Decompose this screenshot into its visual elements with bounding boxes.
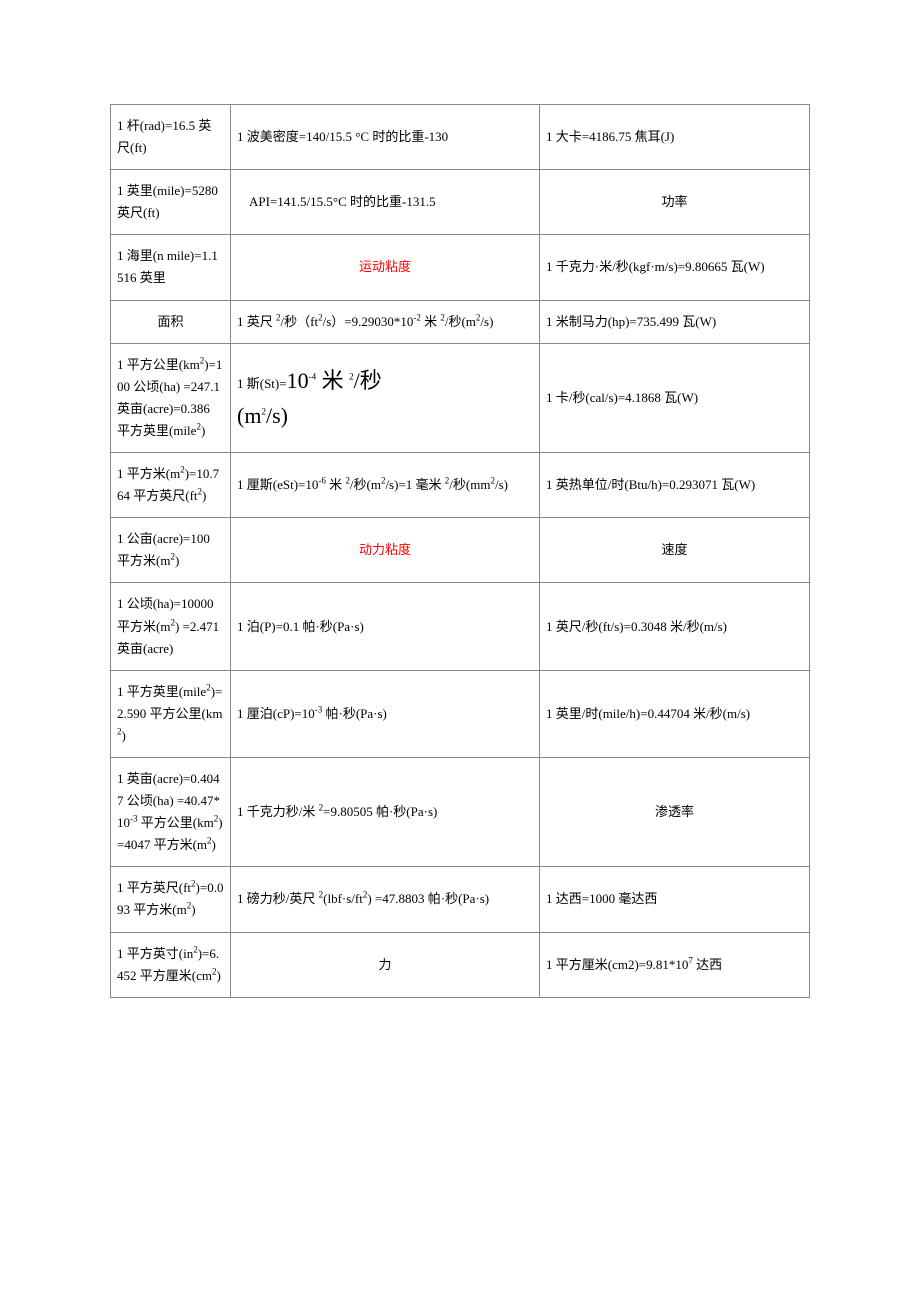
table-row: 1 平方英寸(in2)=6.452 平方厘米(cm2)力1 平方厘米(cm2)=… bbox=[111, 932, 810, 997]
table-row: 1 平方公里(km2)=100 公顷(ha) =247.1 英亩(acre)=0… bbox=[111, 343, 810, 452]
cell-col3: 渗透率 bbox=[540, 757, 810, 866]
table-row: 1 杆(rad)=16.5 英尺(ft)1 波美密度=140/15.5 °C 时… bbox=[111, 105, 810, 170]
cell-col2: 1 波美密度=140/15.5 °C 时的比重-130 bbox=[231, 105, 540, 170]
cell-col1: 1 平方米(m2)=10.764 平方英尺(ft2) bbox=[111, 453, 231, 518]
cell-col3: 1 大卡=4186.75 焦耳(J) bbox=[540, 105, 810, 170]
cell-col2: 1 英尺 2/秒（ft2/s）=9.29030*10-2 米 2/秒(m2/s) bbox=[231, 300, 540, 343]
cell-col1: 1 杆(rad)=16.5 英尺(ft) bbox=[111, 105, 231, 170]
table-row: 1 平方米(m2)=10.764 平方英尺(ft2)1 厘斯(eSt)=10-6… bbox=[111, 453, 810, 518]
cell-col3: 功率 bbox=[540, 170, 810, 235]
page-container: 1 杆(rad)=16.5 英尺(ft)1 波美密度=140/15.5 °C 时… bbox=[0, 0, 920, 1038]
table-body: 1 杆(rad)=16.5 英尺(ft)1 波美密度=140/15.5 °C 时… bbox=[111, 105, 810, 998]
cell-col3: 1 英里/时(mile/h)=0.44704 米/秒(m/s) bbox=[540, 670, 810, 757]
cell-col3: 1 平方厘米(cm2)=9.81*107 达西 bbox=[540, 932, 810, 997]
cell-col3: 1 英尺/秒(ft/s)=0.3048 米/秒(m/s) bbox=[540, 583, 810, 670]
cell-col1: 1 公顷(ha)=10000 平方米(m2) =2.471 英亩(acre) bbox=[111, 583, 231, 670]
table-row: 1 公亩(acre)=100 平方米(m2)动力粘度速度 bbox=[111, 518, 810, 583]
cell-col2: 1 磅力秒/英尺 2(lbf·s/ft2) =47.8803 帕·秒(Pa·s) bbox=[231, 867, 540, 932]
cell-col1: 1 平方公里(km2)=100 公顷(ha) =247.1 英亩(acre)=0… bbox=[111, 343, 231, 452]
cell-col3: 1 英热单位/时(Btu/h)=0.293071 瓦(W) bbox=[540, 453, 810, 518]
table-row: 1 平方英尺(ft2)=0.093 平方米(m2)1 磅力秒/英尺 2(lbf·… bbox=[111, 867, 810, 932]
cell-col1: 1 公亩(acre)=100 平方米(m2) bbox=[111, 518, 231, 583]
cell-col3: 1 米制马力(hp)=735.499 瓦(W) bbox=[540, 300, 810, 343]
cell-col3: 1 卡/秒(cal/s)=4.1868 瓦(W) bbox=[540, 343, 810, 452]
table-row: 1 英里(mile)=5280 英尺(ft)API=141.5/15.5°C 时… bbox=[111, 170, 810, 235]
cell-col1: 1 海里(n mile)=1.1516 英里 bbox=[111, 235, 231, 300]
cell-col1: 1 平方英寸(in2)=6.452 平方厘米(cm2) bbox=[111, 932, 231, 997]
cell-col2: 1 斯(St)=10-4 米 2/秒(m2/s) bbox=[231, 343, 540, 452]
cell-col1: 1 英亩(acre)=0.4047 公顷(ha) =40.47*10-3 平方公… bbox=[111, 757, 231, 866]
table-row: 1 英亩(acre)=0.4047 公顷(ha) =40.47*10-3 平方公… bbox=[111, 757, 810, 866]
cell-col1: 面积 bbox=[111, 300, 231, 343]
table-row: 1 海里(n mile)=1.1516 英里运动粘度1 千克力·米/秒(kgf·… bbox=[111, 235, 810, 300]
cell-col2: 动力粘度 bbox=[231, 518, 540, 583]
table-row: 面积1 英尺 2/秒（ft2/s）=9.29030*10-2 米 2/秒(m2/… bbox=[111, 300, 810, 343]
cell-col3: 速度 bbox=[540, 518, 810, 583]
cell-col2: 1 千克力秒/米 2=9.80505 帕·秒(Pa·s) bbox=[231, 757, 540, 866]
cell-col2: 运动粘度 bbox=[231, 235, 540, 300]
cell-col1: 1 平方英尺(ft2)=0.093 平方米(m2) bbox=[111, 867, 231, 932]
cell-col1: 1 平方英里(mile2)=2.590 平方公里(km2) bbox=[111, 670, 231, 757]
cell-col2: 1 泊(P)=0.1 帕·秒(Pa·s) bbox=[231, 583, 540, 670]
cell-col2: 1 厘斯(eSt)=10-6 米 2/秒(m2/s)=1 毫米 2/秒(mm2/… bbox=[231, 453, 540, 518]
cell-col1: 1 英里(mile)=5280 英尺(ft) bbox=[111, 170, 231, 235]
cell-col2: 力 bbox=[231, 932, 540, 997]
cell-col2: 1 厘泊(cP)=10-3 帕·秒(Pa·s) bbox=[231, 670, 540, 757]
table-row: 1 公顷(ha)=10000 平方米(m2) =2.471 英亩(acre)1 … bbox=[111, 583, 810, 670]
table-row: 1 平方英里(mile2)=2.590 平方公里(km2)1 厘泊(cP)=10… bbox=[111, 670, 810, 757]
cell-col2: API=141.5/15.5°C 时的比重-131.5 bbox=[231, 170, 540, 235]
conversion-table: 1 杆(rad)=16.5 英尺(ft)1 波美密度=140/15.5 °C 时… bbox=[110, 104, 810, 998]
cell-col3: 1 千克力·米/秒(kgf·m/s)=9.80665 瓦(W) bbox=[540, 235, 810, 300]
cell-col3: 1 达西=1000 毫达西 bbox=[540, 867, 810, 932]
